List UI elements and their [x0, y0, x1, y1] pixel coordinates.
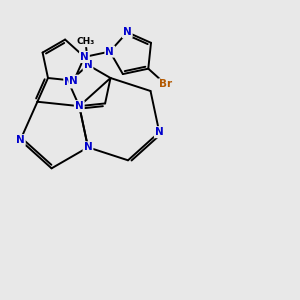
Text: N: N	[16, 135, 25, 145]
Text: N: N	[64, 77, 73, 87]
Text: N: N	[75, 101, 84, 111]
Text: N: N	[70, 76, 78, 86]
Text: N: N	[155, 127, 164, 137]
Text: N: N	[80, 52, 89, 62]
Text: Br: Br	[159, 79, 172, 89]
Text: N: N	[84, 142, 92, 152]
Text: N: N	[123, 27, 132, 37]
Text: N: N	[106, 46, 114, 57]
Text: N: N	[84, 60, 92, 70]
Text: CH₃: CH₃	[76, 37, 95, 46]
